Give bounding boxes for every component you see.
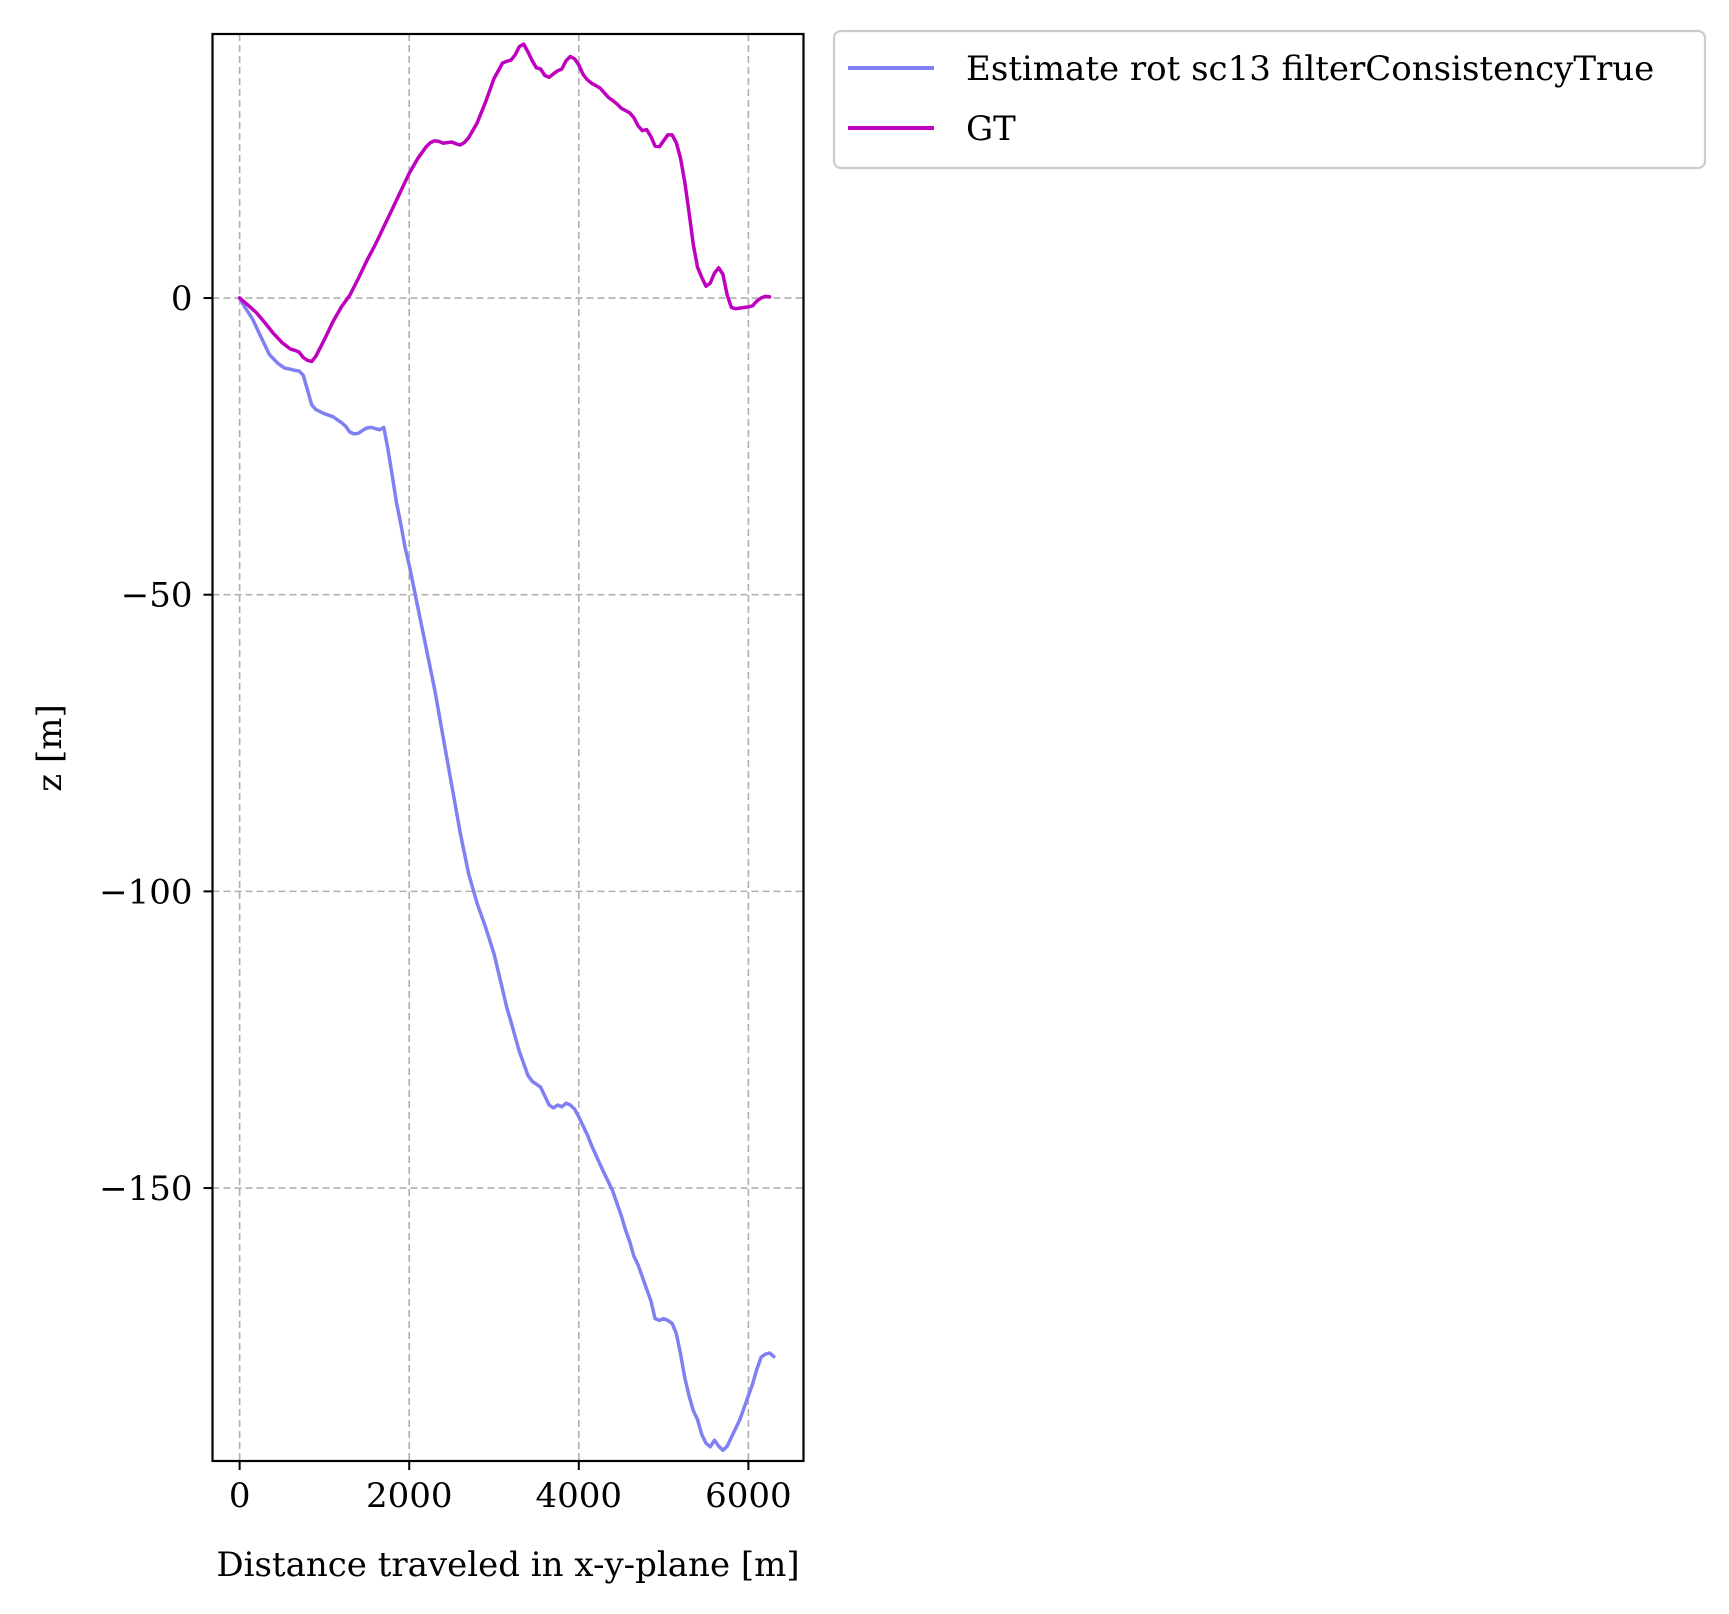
- legend: Estimate rot sc13 filterConsistencyTrue …: [832, 29, 1707, 170]
- legend-box: [832, 29, 1707, 170]
- x-tick-label: 0: [229, 1476, 251, 1516]
- axis-ticks: 0 2000 4000 6000 0 −50 −100 −150: [99, 279, 792, 1516]
- x-tick-label: 2000: [366, 1476, 453, 1516]
- y-axis-label: z [m]: [30, 704, 70, 792]
- y-tick-label: 0: [171, 279, 193, 319]
- y-tick-label: −100: [99, 872, 192, 912]
- series-line-estimate: [237, 296, 776, 1453]
- x-tick-label: 6000: [705, 1476, 792, 1516]
- x-axis-label: Distance traveled in x-y-plane [m]: [216, 1545, 799, 1585]
- y-tick-label: −150: [99, 1169, 192, 1209]
- axes-frame: [211, 32, 805, 1463]
- series-line-gt: [237, 42, 772, 364]
- x-tick-label: 4000: [536, 1476, 623, 1516]
- grid-lines: [212, 34, 804, 1461]
- series-lines: [237, 42, 776, 1453]
- legend-label-estimate: Estimate rot sc13 filterConsistencyTrue: [966, 49, 1654, 89]
- y-tick-label: −50: [121, 576, 193, 616]
- legend-label-gt: GT: [966, 109, 1016, 149]
